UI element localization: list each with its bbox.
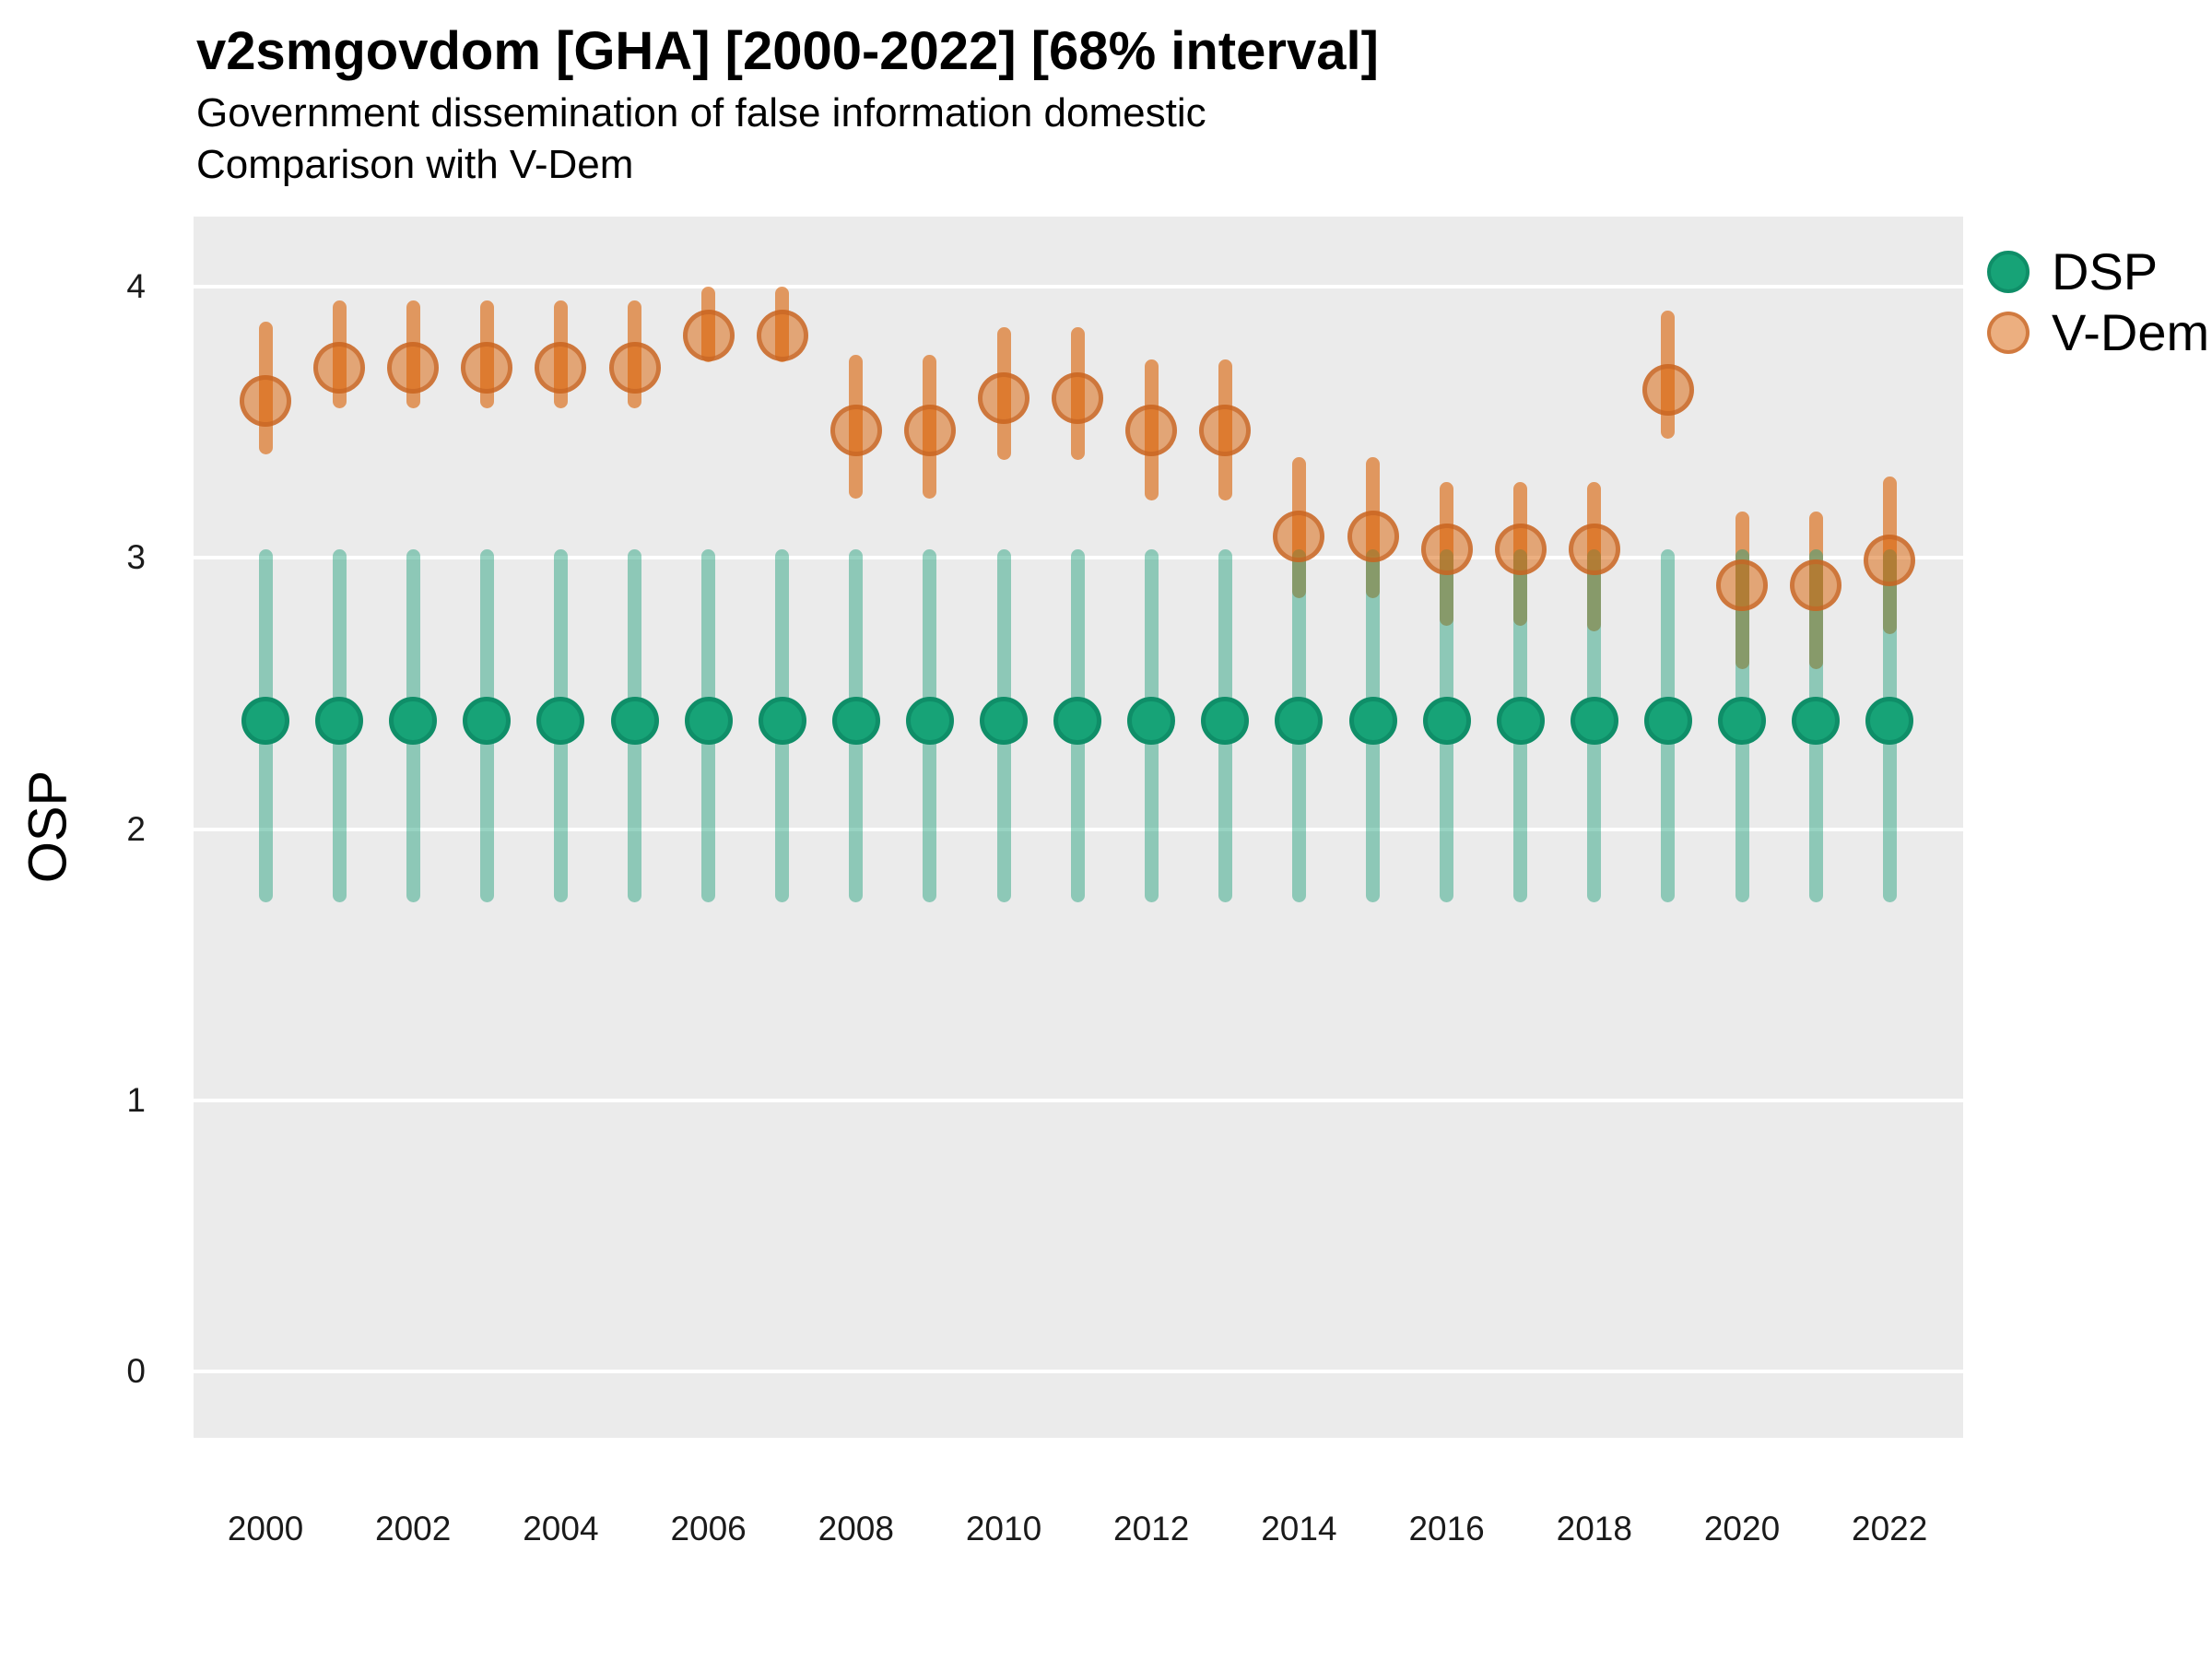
dsp-point bbox=[905, 696, 954, 745]
dsp-point bbox=[389, 696, 438, 745]
dsp-point bbox=[1643, 696, 1692, 745]
vdem-point bbox=[240, 374, 291, 427]
x-tick-label: 2012 bbox=[1113, 1510, 1190, 1547]
legend: DSP V-Dem bbox=[1987, 241, 2209, 363]
chart-title: v2smgovdom [GHA] [2000-2022] [68% interv… bbox=[196, 21, 1379, 81]
dsp-point bbox=[1496, 696, 1545, 745]
dsp-point bbox=[610, 696, 659, 745]
dsp-point bbox=[463, 696, 512, 745]
dsp-point bbox=[1570, 696, 1618, 745]
vdem-point bbox=[1716, 559, 1768, 611]
dsp-point bbox=[1201, 696, 1250, 745]
gridline-y-1 bbox=[194, 1098, 1963, 1102]
x-tick-label: 2010 bbox=[965, 1510, 1042, 1547]
dsp-point bbox=[1053, 696, 1102, 745]
dsp-point bbox=[241, 696, 289, 745]
vdem-point bbox=[608, 342, 661, 394]
vdem-point bbox=[978, 371, 1030, 424]
vdem-point bbox=[1494, 524, 1547, 576]
vdem-point bbox=[1864, 535, 1916, 587]
legend-item-dsp: DSP bbox=[1987, 241, 2209, 302]
vdem-point bbox=[387, 342, 440, 394]
dsp-point bbox=[536, 696, 585, 745]
x-tick-label: 2000 bbox=[227, 1510, 304, 1547]
vdem-legend-label: V-Dem bbox=[2052, 303, 2210, 361]
y-tick-label: 0 bbox=[126, 1352, 146, 1390]
vdem-point bbox=[903, 404, 956, 456]
dsp-point bbox=[1127, 696, 1176, 745]
dsp-point bbox=[1865, 696, 1914, 745]
vdem-point bbox=[1052, 371, 1104, 424]
dsp-point bbox=[980, 696, 1028, 745]
dsp-point bbox=[315, 696, 364, 745]
x-tick-label: 2018 bbox=[1556, 1510, 1632, 1547]
y-tick-label: 2 bbox=[126, 809, 146, 848]
gridline-y-2 bbox=[194, 827, 1963, 831]
x-tick-label: 2020 bbox=[1703, 1510, 1781, 1547]
x-tick-label: 2016 bbox=[1408, 1510, 1485, 1547]
vdem-point bbox=[1199, 404, 1252, 456]
gridline-y-4 bbox=[194, 285, 1963, 288]
x-tick-label: 2022 bbox=[1852, 1510, 1928, 1547]
vdem-point bbox=[1790, 559, 1842, 611]
chart-subtitle: Government dissemination of false inform… bbox=[196, 90, 1206, 135]
vdem-point bbox=[1420, 524, 1473, 576]
vdem-point bbox=[756, 309, 808, 361]
dsp-point bbox=[1275, 696, 1324, 745]
y-tick-label: 1 bbox=[126, 1080, 146, 1119]
y-tick-label: 4 bbox=[126, 267, 146, 305]
dsp-point bbox=[1718, 696, 1766, 745]
vdem-point bbox=[461, 342, 513, 394]
vdem-point bbox=[313, 342, 366, 394]
dsp-legend-label: DSP bbox=[2052, 242, 2159, 300]
legend-item-vdem: V-Dem bbox=[1987, 302, 2209, 363]
y-tick-label: 3 bbox=[126, 538, 146, 577]
dsp-point bbox=[684, 696, 733, 745]
dsp-point bbox=[758, 696, 806, 745]
vdem-point bbox=[1273, 510, 1325, 562]
chart-subtitle-2: Comparison with V-Dem bbox=[196, 142, 634, 187]
x-tick-label: 2008 bbox=[818, 1510, 894, 1547]
vdem-legend-dot-icon bbox=[1987, 312, 2030, 354]
dsp-point bbox=[831, 696, 880, 745]
vdem-point bbox=[1347, 510, 1399, 562]
dsp-point bbox=[1792, 696, 1841, 745]
vdem-point bbox=[1641, 363, 1694, 416]
vdem-point bbox=[535, 342, 587, 394]
x-tick-label: 2004 bbox=[523, 1510, 599, 1547]
x-tick-label: 2014 bbox=[1261, 1510, 1337, 1547]
x-tick-label: 2002 bbox=[375, 1510, 452, 1547]
vdem-point bbox=[682, 309, 735, 361]
x-tick-label: 2006 bbox=[670, 1510, 747, 1547]
gridline-y-3 bbox=[194, 556, 1963, 560]
vdem-point bbox=[830, 404, 882, 456]
gridline-y-0 bbox=[194, 1370, 1963, 1373]
dsp-point bbox=[1348, 696, 1397, 745]
dsp-legend-dot-icon bbox=[1987, 251, 2030, 293]
dsp-point bbox=[1422, 696, 1471, 745]
vdem-point bbox=[1568, 524, 1620, 576]
vdem-point bbox=[1125, 404, 1178, 456]
